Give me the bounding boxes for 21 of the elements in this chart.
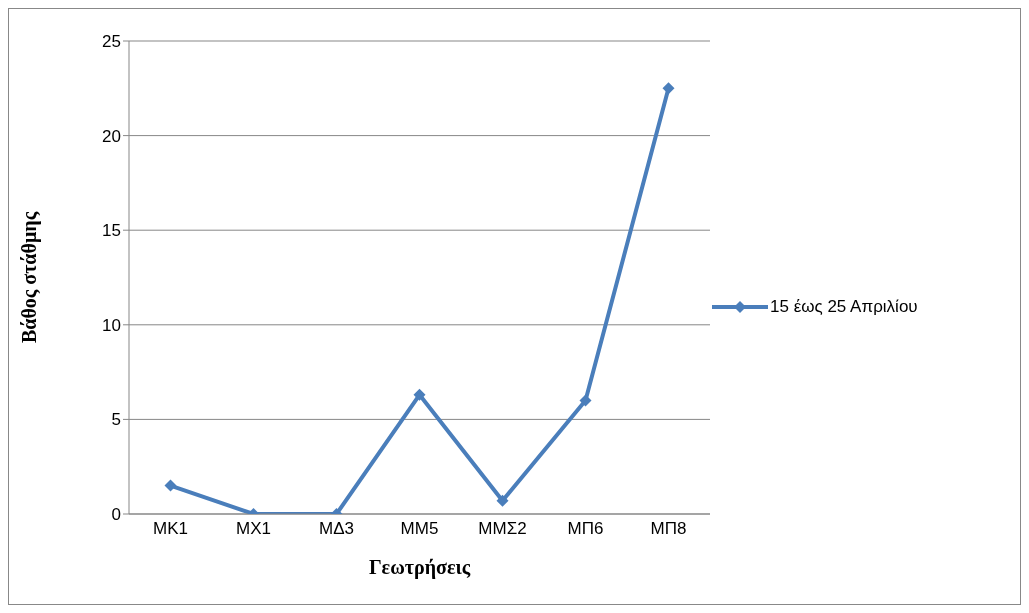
x-axis-title: Γεωτρήσεις: [368, 556, 471, 579]
y-tick-label: 10: [102, 315, 121, 335]
y-tick-label: 0: [111, 505, 121, 525]
point: [662, 82, 675, 95]
y-tick-label: 5: [111, 410, 121, 430]
y-tick-label: 20: [102, 126, 121, 146]
x-tick-label: ΜΠ8: [650, 519, 687, 539]
point: [413, 388, 426, 401]
point: [496, 494, 509, 507]
x-tick-label: ΜΚ1: [153, 519, 188, 539]
point: [164, 479, 177, 492]
x-tick-label: ΜΜΣ2: [478, 519, 527, 539]
legend-label: 15 έως 25 Απριλίου: [770, 296, 918, 317]
y-axis-title: Βάθος στάθμης: [18, 211, 42, 344]
y-tick-label: 25: [102, 32, 121, 52]
x-tick-label: ΜΜ5: [400, 519, 439, 539]
point: [579, 394, 592, 407]
y-tick-label: 15: [102, 221, 121, 241]
x-tick-label: ΜΔ3: [319, 519, 354, 539]
x-tick-label: ΜΧ1: [236, 519, 271, 539]
x-tick-label: ΜΠ6: [567, 519, 604, 539]
